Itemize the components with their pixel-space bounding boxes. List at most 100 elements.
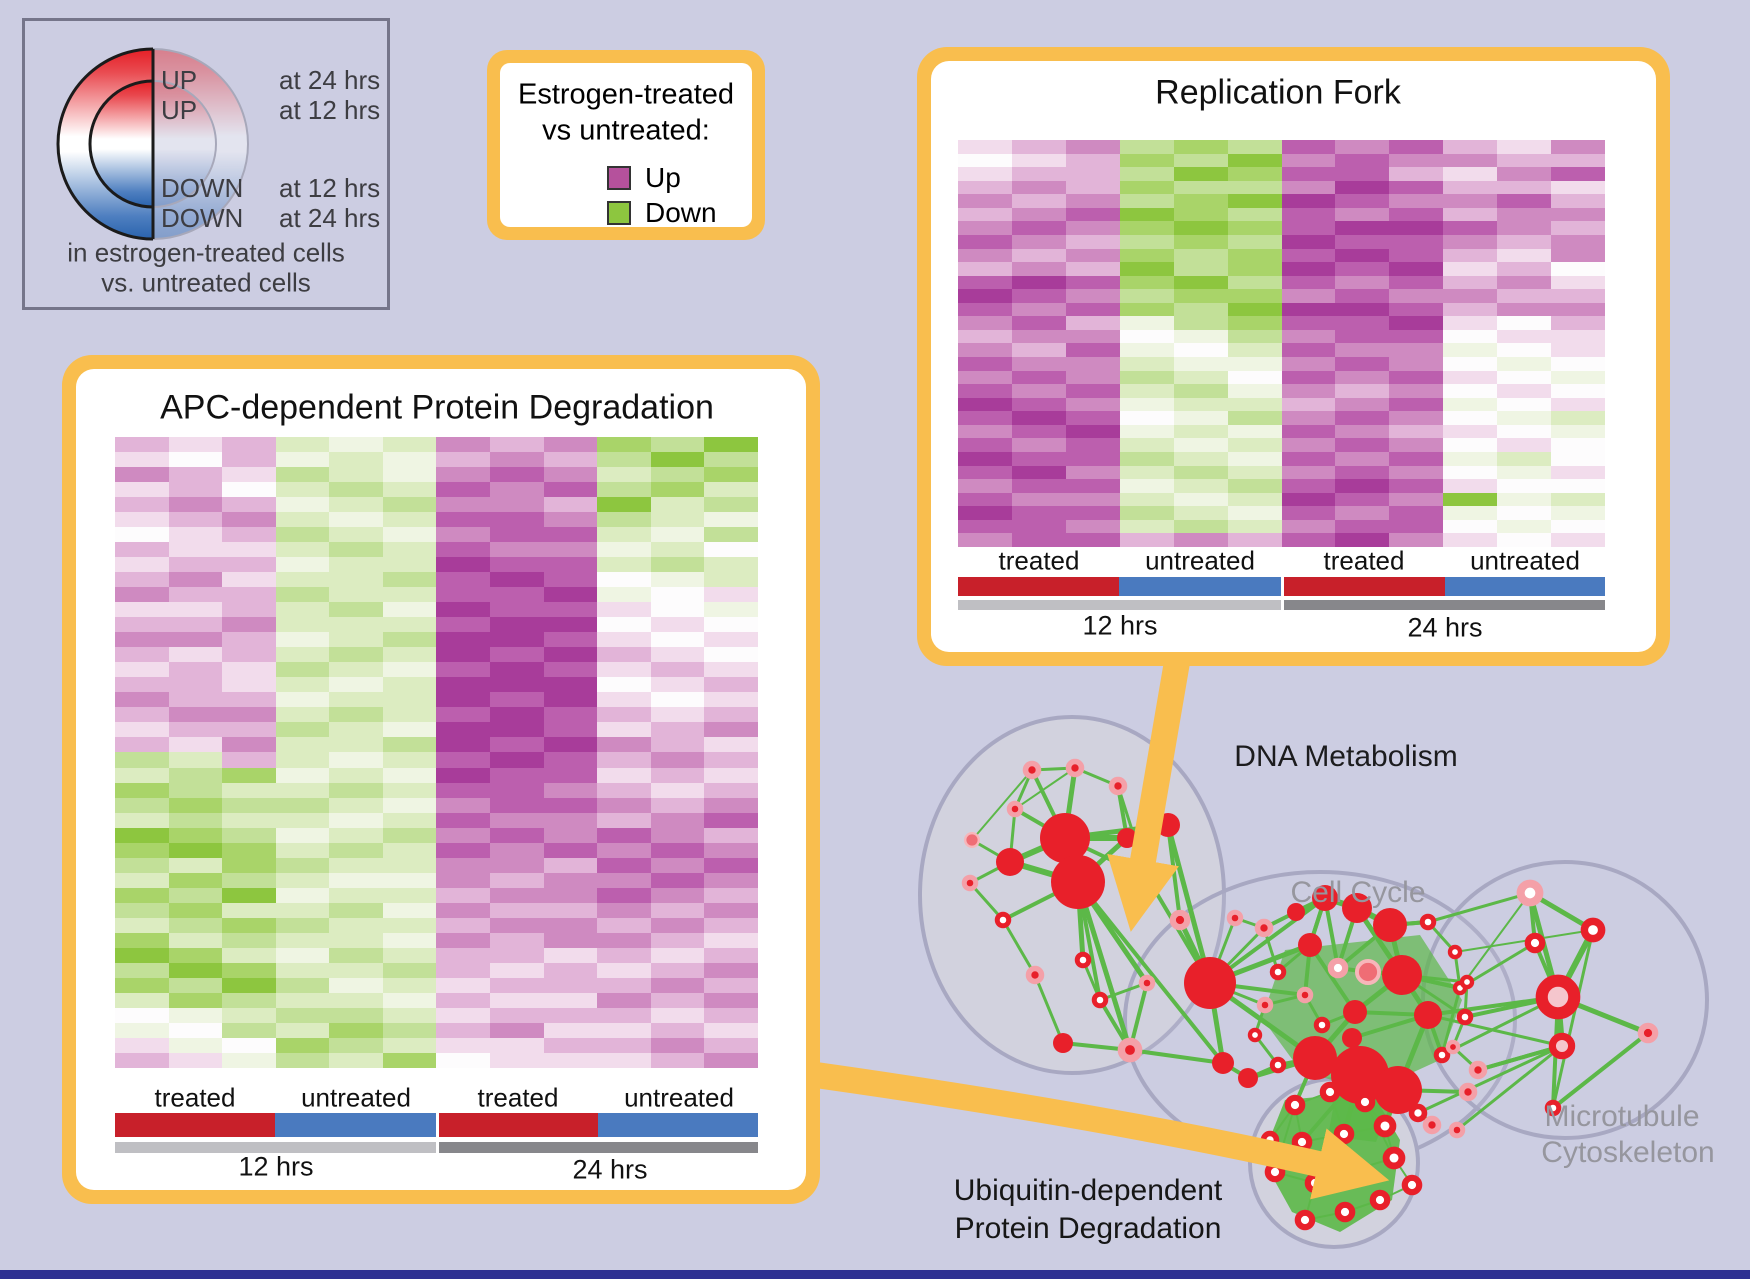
- heatmap-cell: [958, 153, 1012, 168]
- heatmap-cell: [1281, 357, 1336, 371]
- heatmap-cell: [1011, 384, 1066, 398]
- heatmap-cell: [1173, 207, 1228, 222]
- heatmap-cell: [597, 467, 651, 483]
- heatmap-cell: [1065, 357, 1120, 371]
- heatmap-cell: [1119, 533, 1174, 547]
- heatmap-cell: [490, 512, 544, 528]
- heatmap-cell: [115, 467, 169, 483]
- heatmap-cell: [543, 527, 598, 543]
- heatmap-cell: [704, 512, 758, 528]
- heatmap-cell: [382, 707, 437, 723]
- heatmap-cell: [597, 647, 651, 663]
- heatmap-cell: [382, 767, 437, 783]
- heatmap-cell: [222, 827, 276, 843]
- gene-node-s: [1382, 955, 1422, 995]
- heatmap-cell: [1281, 465, 1336, 480]
- heatmap-cell: [329, 1007, 383, 1023]
- heatmap-cell: [222, 767, 276, 783]
- gene-node-b: [1548, 1032, 1576, 1060]
- heatmap-cell: [1227, 140, 1282, 154]
- heatmap-cell: [1443, 248, 1498, 263]
- heatmap-cell: [115, 587, 169, 603]
- heatmap-cell: [1443, 424, 1498, 439]
- heatmap-cell: [1335, 533, 1390, 547]
- heatmap-cell: [168, 557, 223, 573]
- heatmap-cell: [1227, 167, 1282, 181]
- heatmap-cell: [490, 617, 544, 633]
- heatmap-cell: [1011, 194, 1066, 208]
- heatmap-cell: [1281, 370, 1336, 385]
- heatmap-cell: [115, 692, 169, 708]
- heatmap-cell: [1227, 519, 1282, 534]
- heatmap-cell: [1281, 424, 1336, 439]
- gene-node-w: [1269, 963, 1287, 981]
- heatmap-cell: [115, 707, 169, 723]
- heatmap-cell: [222, 647, 276, 663]
- heatmap-cell: [1173, 289, 1228, 303]
- heatmap-cell: [543, 797, 598, 813]
- heatmap-cell: [1065, 424, 1120, 439]
- gene-node-p: [1117, 1037, 1143, 1063]
- heatmap-cell: [1119, 492, 1174, 507]
- heatmap-cell: [168, 872, 223, 888]
- heatmap-cell: [1227, 506, 1282, 520]
- heatmap-cell: [490, 857, 544, 873]
- heatmap-cell: [436, 557, 491, 573]
- heatmap-cell: [222, 1037, 276, 1053]
- heatmap-cell: [597, 902, 651, 918]
- heatmap-cell: [1173, 140, 1228, 154]
- heatmap-cell: [1389, 533, 1444, 547]
- heatmap-cell: [329, 962, 383, 978]
- heatmap-cell: [382, 1052, 437, 1068]
- heatmap-cell: [958, 384, 1012, 398]
- heatmap-cell: [490, 1037, 544, 1053]
- heatmap-cell: [115, 572, 169, 588]
- heatmap-cell: [115, 1037, 169, 1053]
- heatmap-cell: [1119, 194, 1174, 208]
- heatmap-cell: [168, 737, 223, 753]
- heatmap-cell: [275, 557, 330, 573]
- apc-treated-bar-24: [439, 1113, 598, 1137]
- heatmap-cell: [1065, 207, 1120, 222]
- heatmap-cell: [436, 572, 491, 588]
- rf-col-label-treated-24: treated: [1323, 545, 1405, 576]
- heatmap-cell: [275, 707, 330, 723]
- heatmap-cell: [222, 752, 276, 768]
- heatmap-cell: [1227, 370, 1282, 385]
- heatmap-cell: [1119, 180, 1174, 195]
- heatmap-cell: [1173, 302, 1228, 317]
- heatmap-cell: [597, 452, 651, 468]
- heatmap-cell: [115, 917, 169, 933]
- heatmap-cell: [650, 932, 705, 948]
- heatmap-cell: [1497, 370, 1552, 385]
- heatmap-cell: [1227, 275, 1282, 290]
- heatmap-cell: [1173, 397, 1228, 412]
- heatmap-cell: [1011, 140, 1066, 154]
- heatmap-cell: [704, 752, 758, 768]
- heatmap-cell: [436, 782, 491, 798]
- rf-12hrs-bar: [958, 600, 1281, 610]
- heatmap-cell: [1551, 140, 1605, 154]
- heatmap-cell: [382, 842, 437, 858]
- heatmap-cell: [436, 527, 491, 543]
- heatmap-cell: [490, 932, 544, 948]
- heatmap-cell: [1281, 479, 1336, 493]
- gene-node-p: [1226, 909, 1244, 927]
- heatmap-cell: [168, 527, 223, 543]
- heatmap-cell: [1227, 221, 1282, 235]
- heatmap-cell: [490, 632, 544, 648]
- heatmap-cell: [490, 527, 544, 543]
- heatmap-cell: [1065, 506, 1120, 520]
- rf-24hrs-bar: [1284, 600, 1605, 610]
- gene-node-w: [1401, 1174, 1423, 1196]
- ring-legend-down-24-time: at 24 hrs: [279, 203, 381, 233]
- heatmap-cell: [222, 617, 276, 633]
- heatmap-cell: [1389, 262, 1444, 276]
- heatmap-cell: [436, 797, 491, 813]
- heatmap-cell: [1551, 289, 1605, 303]
- heatmap-cell: [650, 497, 705, 513]
- gene-node-p: [1445, 1039, 1461, 1055]
- heatmap-cell: [168, 932, 223, 948]
- heatmap-cell: [1065, 262, 1120, 276]
- heatmap-cell: [1389, 194, 1444, 208]
